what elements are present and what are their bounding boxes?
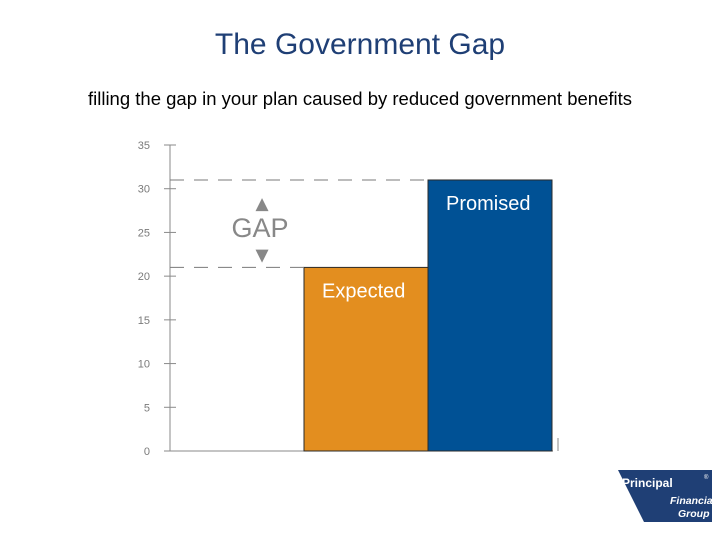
y-tick-label: 20 (138, 271, 150, 283)
gap-arrow-down-icon: ▼ (255, 245, 269, 265)
y-tick-label: 25 (138, 227, 150, 239)
y-tick-label: 15 (138, 315, 150, 327)
logo-brand: Principal (622, 476, 673, 490)
y-tick-label: 10 (138, 359, 150, 371)
principal-financial-group-logo: Principal ® Financial Group (618, 470, 712, 522)
slide-subtitle: filling the gap in your plan caused by r… (87, 88, 633, 109)
gap-annotation: ▲GAP▼ (170, 179, 428, 268)
slide-title: The Government Gap (214, 28, 506, 61)
y-tick-label: 30 (138, 184, 150, 196)
bar-label-promised: Promised (446, 193, 530, 215)
logo-line3: Group (678, 508, 710, 520)
logo-shape (618, 470, 712, 522)
bar-label-expected: Expected (322, 280, 405, 302)
gap-arrow-up-icon: ▲ (255, 194, 269, 214)
gap-label: GAP (231, 213, 288, 243)
bar-promised (427, 179, 553, 452)
y-tick-label: 0 (144, 446, 150, 458)
bars: Expected Promised (303, 179, 553, 452)
y-tick-label: 35 (138, 140, 150, 152)
y-tick-label: 5 (144, 402, 150, 414)
bar-expected (303, 266, 429, 452)
svg-text:®: ® (704, 474, 709, 481)
logo-line2: Financial (670, 495, 712, 507)
